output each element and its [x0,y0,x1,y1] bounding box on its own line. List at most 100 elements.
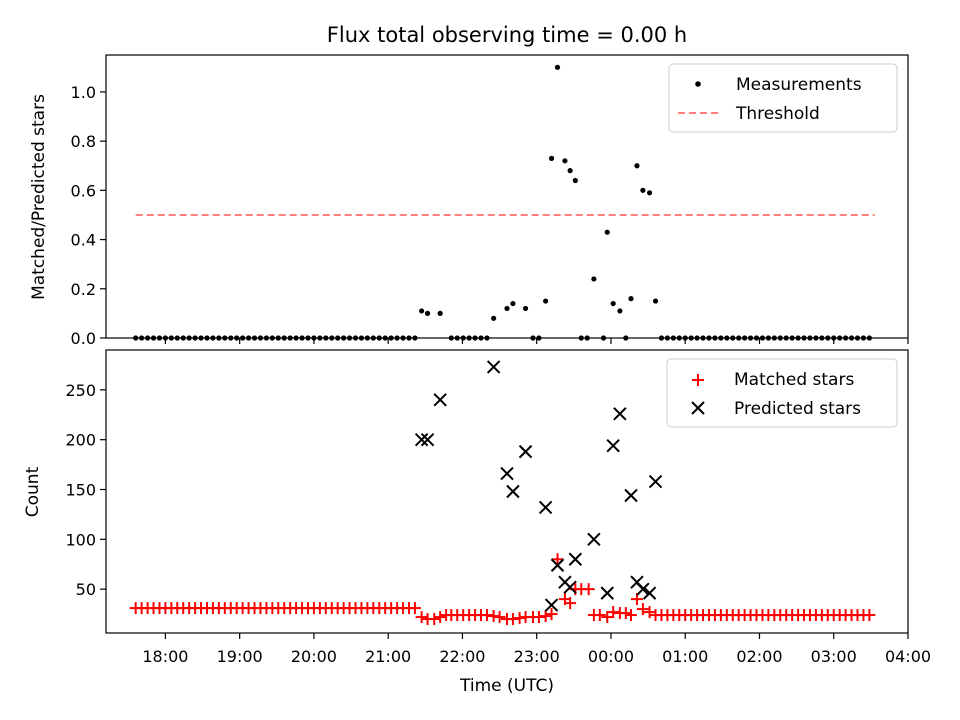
measurement-point [567,168,573,174]
top-y-tick-label: 0.6 [71,181,96,200]
measurement-point [628,296,634,302]
matched-star-point [582,583,595,596]
x-tick-label: 03:00 [811,647,857,666]
predicted-star-point [642,586,657,600]
measurement-point [424,310,431,316]
matched-star-point [564,597,577,610]
matched-star-point [519,611,532,624]
matched-star-point [434,611,447,624]
legend-matched-label: Matched stars [734,370,854,390]
legend-measurements-label: Measurements [736,75,862,95]
measurement-point [646,190,653,196]
top-axes-frame [105,54,909,339]
top-y-tick-label: 1.0 [71,83,96,102]
matched-star-point [493,611,506,624]
x-tick-label: 19:00 [217,647,263,666]
matched-star-point [440,609,453,622]
top-y-tick-label: 0.0 [71,329,96,348]
predicted-star-point [636,582,650,596]
top-y-axis-label: Matched/Predicted stars [29,94,49,300]
measurement-point [543,298,549,304]
measurement-point [572,177,578,184]
measurement-point [554,64,561,70]
bottom-panel: 50 100 150 200 250 18:00 19:00 20:00 21:00 22:00… [23,349,931,696]
x-tick-label: 23:00 [514,647,560,666]
x-tick-label: 04:00 [885,647,931,666]
top-y-tick-label: 0.4 [71,231,96,250]
predicted-star-point [600,586,614,600]
matched-star-point [539,610,552,623]
predicted-star-point [568,552,583,566]
legend-predicted-label: Predicted stars [734,399,861,419]
predicted-star-point [486,360,501,374]
x-tick-label: 02:00 [736,647,782,666]
matched-star-point [863,609,876,622]
bottom-y-ticks: 50 100 150 200 250 [65,381,106,599]
predicted-star-point [500,466,514,481]
bottom-legend-box [666,358,898,428]
legend-predicted-marker [691,401,705,415]
legend-matched-marker [692,374,704,386]
predicted-star-point [550,558,565,572]
measurement-point [640,187,646,193]
measurement-point [652,298,659,304]
top-panel: 0.0 0.2 0.4 0.6 0.8 1.0 Matched/Predicted sta… [29,54,909,348]
top-legend: Measurements Threshold [668,63,898,133]
bottom-y-tick-label: 50 [76,580,96,599]
bottom-y-tick-label: 250 [65,381,96,400]
top-y-tick-label: 0.2 [71,280,96,299]
predicted-star-point [433,393,447,407]
bottom-data [129,360,876,626]
bottom-x-ticks: 18:00 19:00 20:00 21:00 22:00 23:00 00:00 01:00… [142,633,931,666]
predicted-star-point [518,444,533,459]
top-data [133,64,875,341]
chart-title: Flux total observing time = 0.00 h [327,23,687,47]
measurement-point [522,305,529,312]
legend-measurements-marker [695,81,701,87]
bottom-y-tick-label: 200 [65,431,96,450]
matched-star-point [428,613,441,626]
top-x-ticks [164,338,909,344]
x-tick-label: 20:00 [291,647,337,666]
matched-star-point [415,611,428,624]
matched-star-point [649,609,662,622]
matched-star-point [619,607,632,620]
measurement-point [491,315,497,321]
measurement-point [617,308,623,314]
measurement-point [510,300,516,307]
predicted-star-point [613,407,627,421]
x-axis-label: Time (UTC) [459,676,554,696]
measurement-point [419,308,425,314]
measurement-point [634,163,640,169]
measurement-point [548,155,555,161]
matched-star-point [643,606,656,619]
top-y-ticks: 0.0 0.2 0.4 0.6 0.8 1.0 [71,83,106,348]
x-tick-label: 22:00 [439,647,485,666]
measurement-point [437,310,443,316]
bottom-axes-frame [105,349,909,634]
x-tick-label: 01:00 [662,647,708,666]
matched-star-point [636,603,649,616]
measurement-point [591,276,597,282]
matched-star-point [545,608,558,621]
predicted-star-point [563,580,577,594]
bottom-y-tick-label: 150 [65,481,96,500]
x-tick-label: 21:00 [365,647,411,666]
x-tick-label: 18:00 [142,647,188,666]
legend-threshold-label: Threshold [735,104,820,124]
matched-star-point [408,602,421,615]
measurement-point [562,158,568,164]
predicted-star-point [414,432,429,447]
predicted-star-point [538,500,553,515]
measurement-point [604,229,610,235]
bottom-y-tick-label: 100 [65,530,96,549]
predicted-star-point [544,598,559,612]
predicted-star-point [648,474,663,489]
matched-star-point [593,609,606,622]
measurement-point [610,300,616,307]
predicted-star-point [587,532,601,547]
top-y-tick-label: 0.8 [71,132,96,151]
predicted-star-point [624,488,638,503]
predicted-star-point [420,432,435,447]
